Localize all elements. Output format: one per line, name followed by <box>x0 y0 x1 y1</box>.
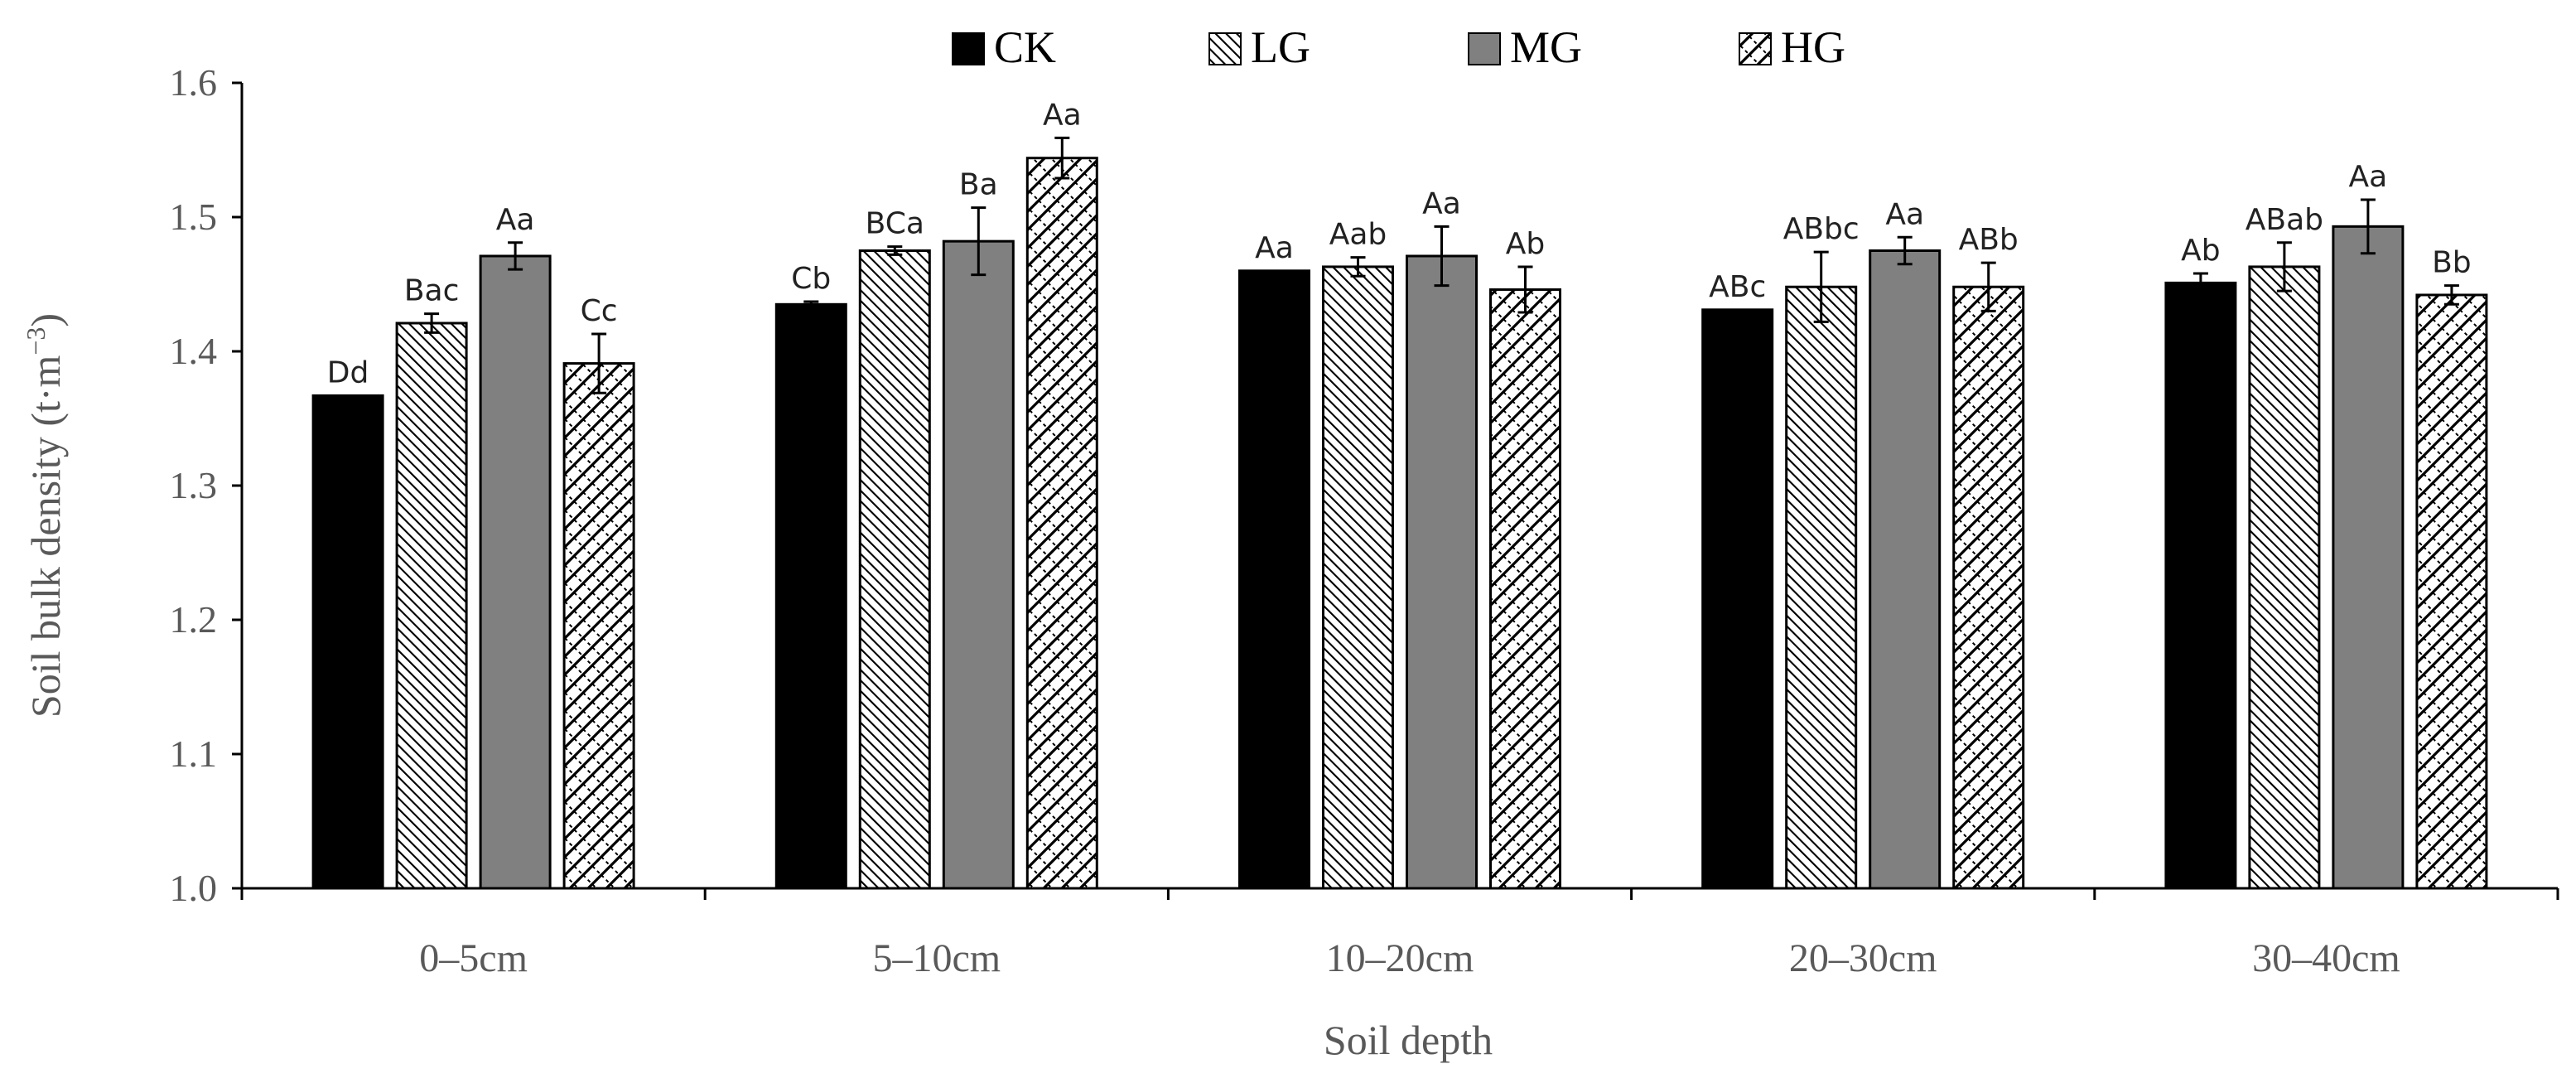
significance-label: Bac <box>404 274 460 308</box>
bar-mg <box>1869 249 1942 890</box>
bar-lg <box>1785 285 1858 890</box>
bar-lg <box>2248 265 2321 890</box>
y-axis-title: Soil bulk density (t·m−3) <box>21 313 69 718</box>
legend-label-mg: MG <box>1510 22 1582 72</box>
legend-item-ck: CK <box>952 22 1056 72</box>
legend-swatch-ck <box>952 32 985 65</box>
bar-hg <box>1489 288 1561 890</box>
y-axis-title-main: Soil bulk density (t·m <box>22 355 69 718</box>
significance-label: Aa <box>1043 98 1082 132</box>
significance-label: Cc <box>581 294 618 328</box>
significance-label: Aab <box>1329 218 1387 252</box>
x-tick-label: 5–10cm <box>872 936 1001 980</box>
bar-mg <box>479 254 552 890</box>
legend-swatch-lg <box>1208 32 1242 65</box>
legend: CK LG MG HG <box>952 22 1845 72</box>
bar-ck <box>2164 281 2237 890</box>
significance-label: Aa <box>496 203 535 237</box>
bar-hg <box>2415 293 2488 890</box>
bar-hg <box>1025 157 1098 890</box>
y-tick-label: 1.5 <box>170 196 218 238</box>
legend-item-hg: HG <box>1739 22 1845 72</box>
significance-labels: Dd Bac Aa Cc Cb BCa Ba Aa Aa Aab Aa Ab ABc ABbc Aa ABb A… <box>327 98 2472 389</box>
significance-label: Ab <box>2181 234 2220 268</box>
significance-label: ABbc <box>1783 212 1860 246</box>
bar-mg <box>1406 254 1478 890</box>
x-tick-label: 0–5cm <box>419 936 528 980</box>
legend-item-mg: MG <box>1468 22 1582 72</box>
significance-label: Cb <box>791 262 831 296</box>
y-tick-label: 1.6 <box>170 61 218 104</box>
significance-label: ABc <box>1709 270 1766 304</box>
significance-label: Ba <box>959 168 998 202</box>
y-tick-label: 1.2 <box>170 598 218 641</box>
legend-label-hg: HG <box>1781 22 1845 72</box>
bar-ck <box>311 394 384 890</box>
significance-label: Dd <box>327 355 369 389</box>
bars <box>311 157 2488 890</box>
bar-lg <box>395 322 468 890</box>
significance-label: Aa <box>1255 231 1294 265</box>
bar-lg <box>858 249 931 890</box>
x-tick-label: 30–40cm <box>2252 936 2400 980</box>
bar-lg <box>1322 265 1394 890</box>
x-tick-label: 10–20cm <box>1326 936 1474 980</box>
bar-mg <box>942 239 1015 890</box>
significance-label: Aa <box>1885 197 1924 231</box>
bar-ck <box>1701 308 1774 890</box>
significance-label: Ab <box>1506 227 1545 261</box>
error-bars <box>424 136 2459 394</box>
significance-label: ABb <box>1959 223 2019 257</box>
legend-label-ck: CK <box>994 22 1056 72</box>
y-tick-label: 1.1 <box>170 733 218 775</box>
significance-label: Aa <box>2349 160 2388 194</box>
significance-label: Bb <box>2432 246 2472 280</box>
x-axis-ticks: 0–5cm 5–10cm 10–20cm 20–30cm 30–40cm <box>240 888 2559 980</box>
bar-ck <box>774 302 847 890</box>
y-axis-title-close: ) <box>22 313 69 327</box>
significance-label: Aa <box>1422 186 1461 220</box>
significance-label: ABab <box>2246 203 2323 237</box>
bar-mg <box>2332 225 2405 890</box>
legend-item-lg: LG <box>1208 22 1310 72</box>
y-axis-title-exponent: −3 <box>21 327 51 355</box>
bar-hg <box>1952 285 2025 890</box>
y-tick-label: 1.3 <box>170 464 218 506</box>
y-tick-label: 1.4 <box>170 330 218 372</box>
legend-swatch-hg <box>1739 32 1772 65</box>
x-axis-title: Soil depth <box>1324 1017 1493 1063</box>
significance-label: BCa <box>866 207 924 241</box>
bar-hg <box>562 362 635 890</box>
y-tick-label: 1.0 <box>170 867 218 909</box>
x-tick-label: 20–30cm <box>1789 936 1937 980</box>
bar-ck <box>1238 269 1310 890</box>
legend-swatch-mg <box>1468 32 1501 65</box>
y-axis-ticks: 1.0 1.1 1.2 1.3 1.4 1.5 1.6 <box>170 61 242 909</box>
legend-label-lg: LG <box>1251 22 1310 72</box>
